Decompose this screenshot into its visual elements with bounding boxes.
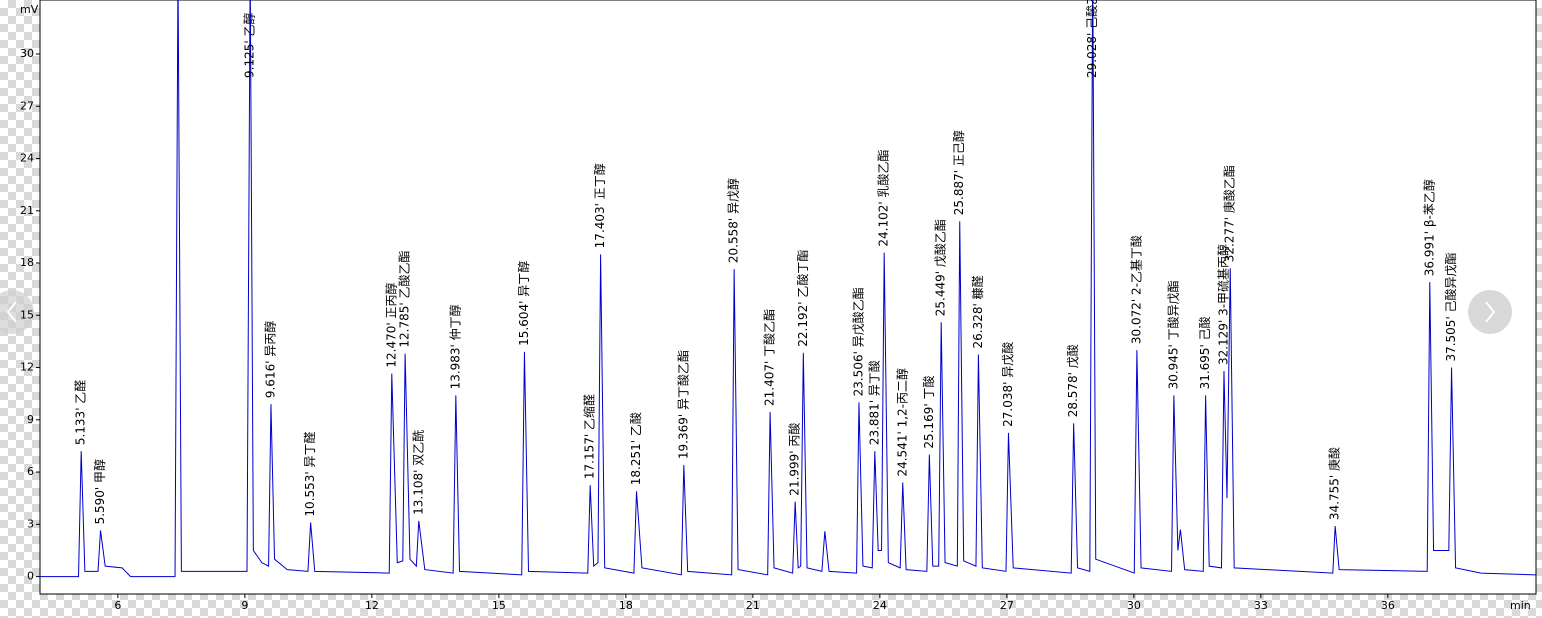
peak-label: 32.277' 庚酸乙酯 [1222,165,1237,262]
peak-label: 20.558' 异戊醇 [726,178,741,263]
peak-label: 21.407' 丁酸乙酯 [762,309,777,406]
y-tick-label: 21 [20,204,34,217]
y-axis-label: mV [20,3,39,16]
peak-label: 19.369' 异丁酸乙酯 [675,350,690,459]
peak-label: 24.102' 乳酸乙酯 [876,149,891,246]
peak-label: 28.578' 戊酸 [1065,344,1080,417]
peak-label: 36.991' β-苯乙醇 [1421,179,1436,276]
peak-label: 30.945' 丁酸异戊酯 [1165,280,1180,389]
x-tick-label: 12 [365,599,379,612]
y-tick-label: 27 [20,99,34,112]
peak-label: 13.983' 仲丁醇 [447,304,462,389]
y-tick-label: 6 [27,465,34,478]
plot-area [39,0,1537,595]
peak-label: 37.505' 己酸异戊酯 [1443,252,1458,361]
peak-label: 31.695' 己酸 [1197,316,1212,389]
prev-button[interactable] [0,290,34,334]
peak-label: 29.028' 己酸乙酯 [1084,0,1099,78]
peak-label: 22.192' 乙酸丁酯 [795,250,810,347]
peak-label: 9.125' 乙醇 [242,13,257,78]
peak-label: 34.755' 庚酸 [1327,447,1342,520]
y-tick-label: 3 [27,517,34,530]
peak-label: 13.108' 双乙酰 [411,430,425,515]
peak-label: 5.133' 乙醛 [73,380,88,445]
plot-content: 5.133' 乙醛 5.590' 甲醇 9.125' 乙醇 9.616' 异丙醇 10.… [40,0,1536,578]
x-tick-label: 33 [1254,599,1268,612]
peak-label: 23.506' 异戊酸乙酯 [850,287,865,396]
prev-button-circle[interactable] [0,290,34,334]
x-tick-label: 6 [114,599,121,612]
peak-label: 10.553' 异丁醛 [302,431,317,516]
trace-line [40,0,1536,578]
x-tick-label: 9 [241,599,248,612]
prev-arrow [6,301,17,323]
y-tick-label: 12 [20,361,34,374]
x-tick-label: 18 [619,599,633,612]
x-tick-label: 30 [1127,599,1141,612]
peak-label: 18.251' 乙酸 [628,412,643,485]
y-tick-label: 0 [27,570,34,583]
peak-label: 25.887' 正己醇 [951,130,966,215]
peak-label: 26.328' 糠醛 [970,275,985,348]
peak-label: 25.449' 戊酸乙酯 [933,219,948,316]
x-tick-label: 15 [492,599,506,612]
peak-label: 30.072' 2-乙基丁酸 [1128,235,1143,344]
x-tick-label: 24 [873,599,887,612]
y-tick-label: 18 [20,256,34,269]
peak-label: 27.038' 异戊酸 [1000,342,1015,427]
y-tick-label: 24 [20,152,34,165]
x-tick-label: 36 [1381,599,1395,612]
peak-label: 15.604' 异丁醇 [516,261,531,346]
peak-label: 23.881' 异丁酸 [866,360,881,445]
peak-label: 12.785' 乙酸乙酯 [397,251,412,348]
peak-label: 9.616' 异丙醇 [262,321,277,398]
peak-label: 21.999' 丙酸 [787,423,802,496]
peak-label: 17.403' 正丁醇 [592,163,607,248]
x-tick-label: 27 [1000,599,1014,612]
peak-label: 24.541' 1,2-丙二醇 [894,368,909,477]
next-button[interactable] [1468,290,1512,334]
peak-label: 12.470' 正丙醇 [383,283,398,368]
next-button-circle[interactable] [1468,290,1512,334]
peak-label: 25.169' 丁酸 [921,376,936,449]
x-tick-label: 21 [746,599,760,612]
x-axis-label: min [1510,599,1531,612]
next-arrow [1485,301,1496,323]
peak-label: 17.157' 乙缩醛 [582,394,597,479]
y-tick-label: 15 [20,308,34,321]
peak-label: 5.590' 甲醇 [92,459,107,524]
peak-label: 32.129' 3-甲硫基丙醇 [1215,244,1230,365]
y-tick-label: 9 [27,413,34,426]
y-tick-label: 30 [20,47,34,60]
